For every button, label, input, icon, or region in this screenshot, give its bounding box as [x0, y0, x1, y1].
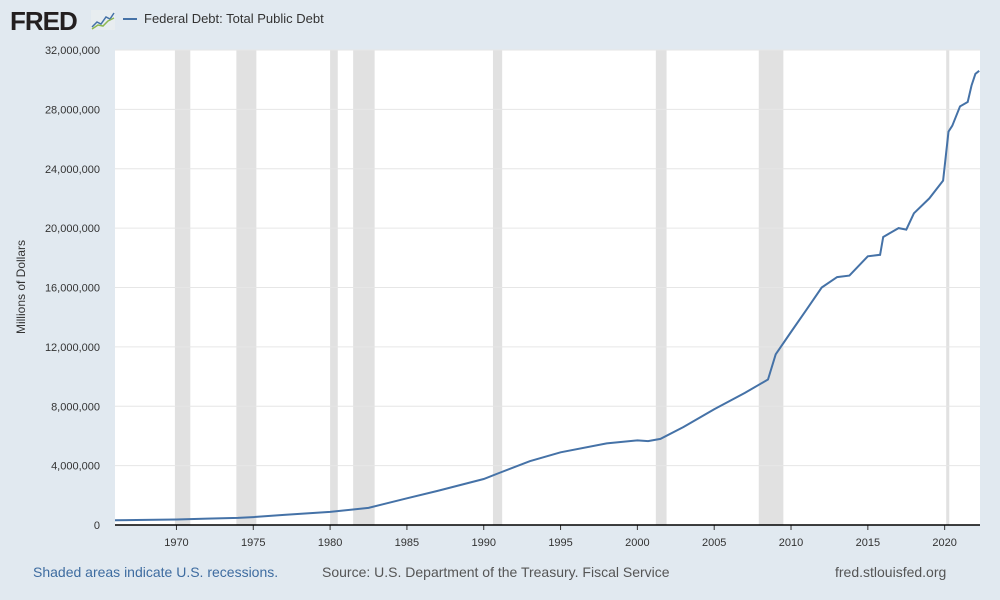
x-tick-label: 1985	[395, 537, 419, 549]
x-tick-label: 1970	[164, 537, 188, 549]
source-text: Source: U.S. Department of the Treasury.…	[322, 564, 670, 580]
y-tick-label: 8,000,000	[51, 401, 100, 413]
chart-logo-icon	[91, 10, 115, 30]
y-tick-label: 16,000,000	[45, 283, 100, 295]
x-tick-label: 1975	[241, 537, 265, 549]
x-tick-label: 1990	[471, 537, 495, 549]
y-tick-label: 28,000,000	[45, 104, 100, 116]
legend-swatch	[123, 17, 137, 20]
y-tick-label: 0	[94, 520, 100, 532]
x-tick-label: 2020	[932, 537, 956, 549]
x-tick-label: 2010	[779, 537, 803, 549]
y-tick-label: 12,000,000	[45, 342, 100, 354]
x-tick-label: 2015	[856, 537, 880, 549]
x-tick-label: 1995	[548, 537, 572, 549]
site-link[interactable]: fred.stlouisfed.org	[835, 564, 947, 580]
y-tick-label: 4,000,000	[51, 461, 100, 473]
y-tick-label: 20,000,000	[45, 223, 100, 235]
chart-legend: Federal Debt: Total Public Debt	[123, 11, 324, 26]
x-tick-label: 2005	[702, 537, 726, 549]
y-tick-label: 24,000,000	[45, 164, 100, 176]
fred-logo[interactable]: FRED	[10, 6, 78, 36]
recession-note-link[interactable]: Shaded areas indicate U.S. recessions.	[33, 564, 279, 580]
legend-label: Federal Debt: Total Public Debt	[144, 11, 324, 26]
x-tick-label: 1980	[318, 537, 342, 549]
series-line	[114, 70, 980, 522]
y-tick-label: 32,000,000	[45, 45, 100, 57]
y-axis-label: Millions of Dollars	[14, 240, 28, 334]
x-tick-label: 2000	[625, 537, 649, 549]
